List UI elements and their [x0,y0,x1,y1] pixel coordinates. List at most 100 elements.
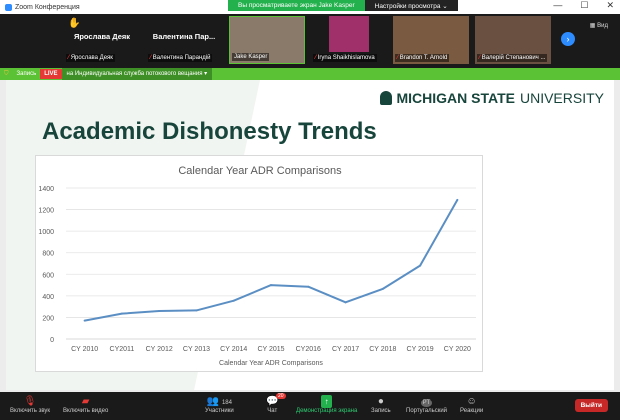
x-tick-label: CY 2017 [332,346,359,353]
participants-button[interactable]: 👥 184 Участники [205,395,234,414]
muted-mic-icon: 🎙 [23,396,37,407]
shield-icon: ⛉ [4,70,9,77]
muted-mic-icon: ⁄ [150,55,152,61]
x-tick-label: CY 2020 [444,346,471,353]
data-point [344,301,347,304]
reactions-label: Реакции [460,408,484,414]
video-label: Включить видео [63,408,109,414]
raised-hand-icon: ✋ [68,18,81,29]
title-bar: Zoom Конференция Вы просматриваете экран… [0,0,620,14]
y-tick-label: 0 [50,337,54,344]
participant-name: Iryna Shaikhislamova [317,55,375,61]
participant-tile[interactable]: Валентина Пар... ⁄ Валентина Парандій [146,16,222,64]
x-tick-label: CY 2015 [257,346,284,353]
y-tick-label: 1000 [38,229,54,236]
user-button[interactable]: PT Португальский [406,395,447,414]
participant-name: Ярослава Деяк [70,55,113,61]
participant-name: Валентина Парандій [152,55,211,61]
participant-name: Brandon T. Arnold [399,55,448,61]
x-axis-label: Calendar Year ADR Comparisons [219,360,323,367]
muted-mic-icon: ⁄ [315,55,317,61]
x-tick-label: CY2016 [296,346,321,353]
record-button[interactable]: ● Запись [371,395,391,414]
leave-button[interactable]: Выйти [574,399,608,412]
participants-label: Участники [205,408,234,414]
shared-screen: MICHIGAN STATE UNIVERSITY Academic Dishon… [6,80,614,390]
data-point [83,319,86,322]
chart-title: Calendar Year ADR Comparisons [178,165,342,177]
window-title: Zoom Конференция [15,3,80,11]
data-point [270,284,272,287]
participant-strip: ✋ Ярослава Деяк ⁄ Ярослава Деяк Валентин… [0,14,620,68]
data-point [195,309,198,312]
chat-badge: 20 [276,393,286,399]
next-page-button[interactable]: › [561,32,575,46]
unmute-button[interactable]: 🎙 Включить звук [10,395,50,414]
stream-dropdown[interactable]: на Индивидуальная служба потокового веща… [61,68,213,80]
close-button[interactable]: ✕ [606,0,614,10]
data-point [307,285,310,288]
muted-mic-icon: ⁄ [479,55,481,61]
viewing-label: Вы просматриваете экран Jake Kasper [228,0,365,11]
data-point [158,309,161,312]
reactions-button[interactable]: ☺ Реакции [460,395,483,414]
record-indicator[interactable]: Запись [16,71,37,77]
share-screen-button[interactable]: ↑ Демонстрация экрана [296,395,357,414]
view-button[interactable]: ▦ Вид [589,23,608,29]
participants-icon: 👥 184 [206,396,232,407]
slide-title: Academic Dishonesty Trends [42,118,377,145]
zoom-logo-icon [5,3,12,11]
participant-big-name: Ярослава Деяк [73,32,131,41]
logo-light: UNIVERSITY [519,90,604,106]
unmute-label: Включить звук [10,408,51,414]
video-off-icon: ▰ [81,396,90,407]
participant-name: Jake Kasper [232,53,270,61]
view-label: Вид [597,23,608,29]
x-tick-label: CY 2010 [71,346,98,353]
data-point [419,264,422,267]
y-tick-label: 200 [42,315,54,322]
y-tick-label: 400 [42,294,54,301]
muted-mic-icon: ⁄ [397,55,399,61]
data-point [456,198,459,201]
x-tick-label: CY2011 [110,346,135,353]
muted-mic-icon: ⁄ [68,55,70,61]
participant-video[interactable]: ⁄ Валерій Степанович ... [475,16,551,64]
share-screen-icon: ↑ [321,395,333,408]
spartan-helmet-icon [379,91,392,105]
participant-video[interactable]: ⁄ Iryna Shaikhislamova [311,16,387,64]
share-label: Демонстрация экрана [296,408,358,414]
reactions-icon: ☺ [466,396,477,407]
x-tick-label: CY 2014 [220,346,247,353]
start-video-button[interactable]: ▰ Включить видео [63,395,108,414]
logo-bold: MICHIGAN STATE [396,90,515,106]
meeting-toolbar: 🎙 Включить звук ▰ Включить видео 👥 184 Учас… [0,392,620,420]
x-tick-label: CY 2013 [183,346,210,353]
maximize-button[interactable]: ☐ [580,0,589,10]
y-tick-label: 800 [42,251,54,258]
minimize-button[interactable]: — [553,0,563,10]
participants-count: 184 [221,400,232,406]
y-tick-label: 1200 [38,208,54,215]
line-chart: Calendar Year ADR Comparisons 0 200 400 600 8… [38,165,476,367]
x-tick-label: CY 2012 [146,346,173,353]
record-icon: ● [377,396,384,407]
participant-video-active[interactable]: Jake Kasper [229,16,305,64]
user-label: Португальский [406,408,448,414]
chat-button[interactable]: 💬 20 Чат [266,393,286,414]
chat-label: Чат [267,408,278,414]
status-bar: ⛉ Запись LIVE на Индивидуальная служба п… [0,68,620,80]
live-badge[interactable]: LIVE [40,69,62,79]
chat-icon: 💬 [266,396,279,407]
participant-big-name: Валентина Пар... [152,32,216,41]
participant-tile[interactable]: ✋ Ярослава Деяк ⁄ Ярослава Деяк [64,16,140,64]
record-label: Запись [371,408,391,414]
data-point [120,312,123,315]
y-tick-label: 1400 [38,186,54,193]
chart: Calendar Year ADR Comparisons 0 200 400 600 8… [35,155,483,372]
view-settings-dropdown[interactable]: Настройки просмотра ⌄ [364,0,458,11]
viewing-banner: Вы просматриваете экран Jake Kasper Наст… [228,0,458,11]
participant-video[interactable]: ⁄ Brandon T. Arnold [393,16,469,64]
data-point [232,299,235,302]
participant-name: Валерій Степанович ... [481,55,546,61]
